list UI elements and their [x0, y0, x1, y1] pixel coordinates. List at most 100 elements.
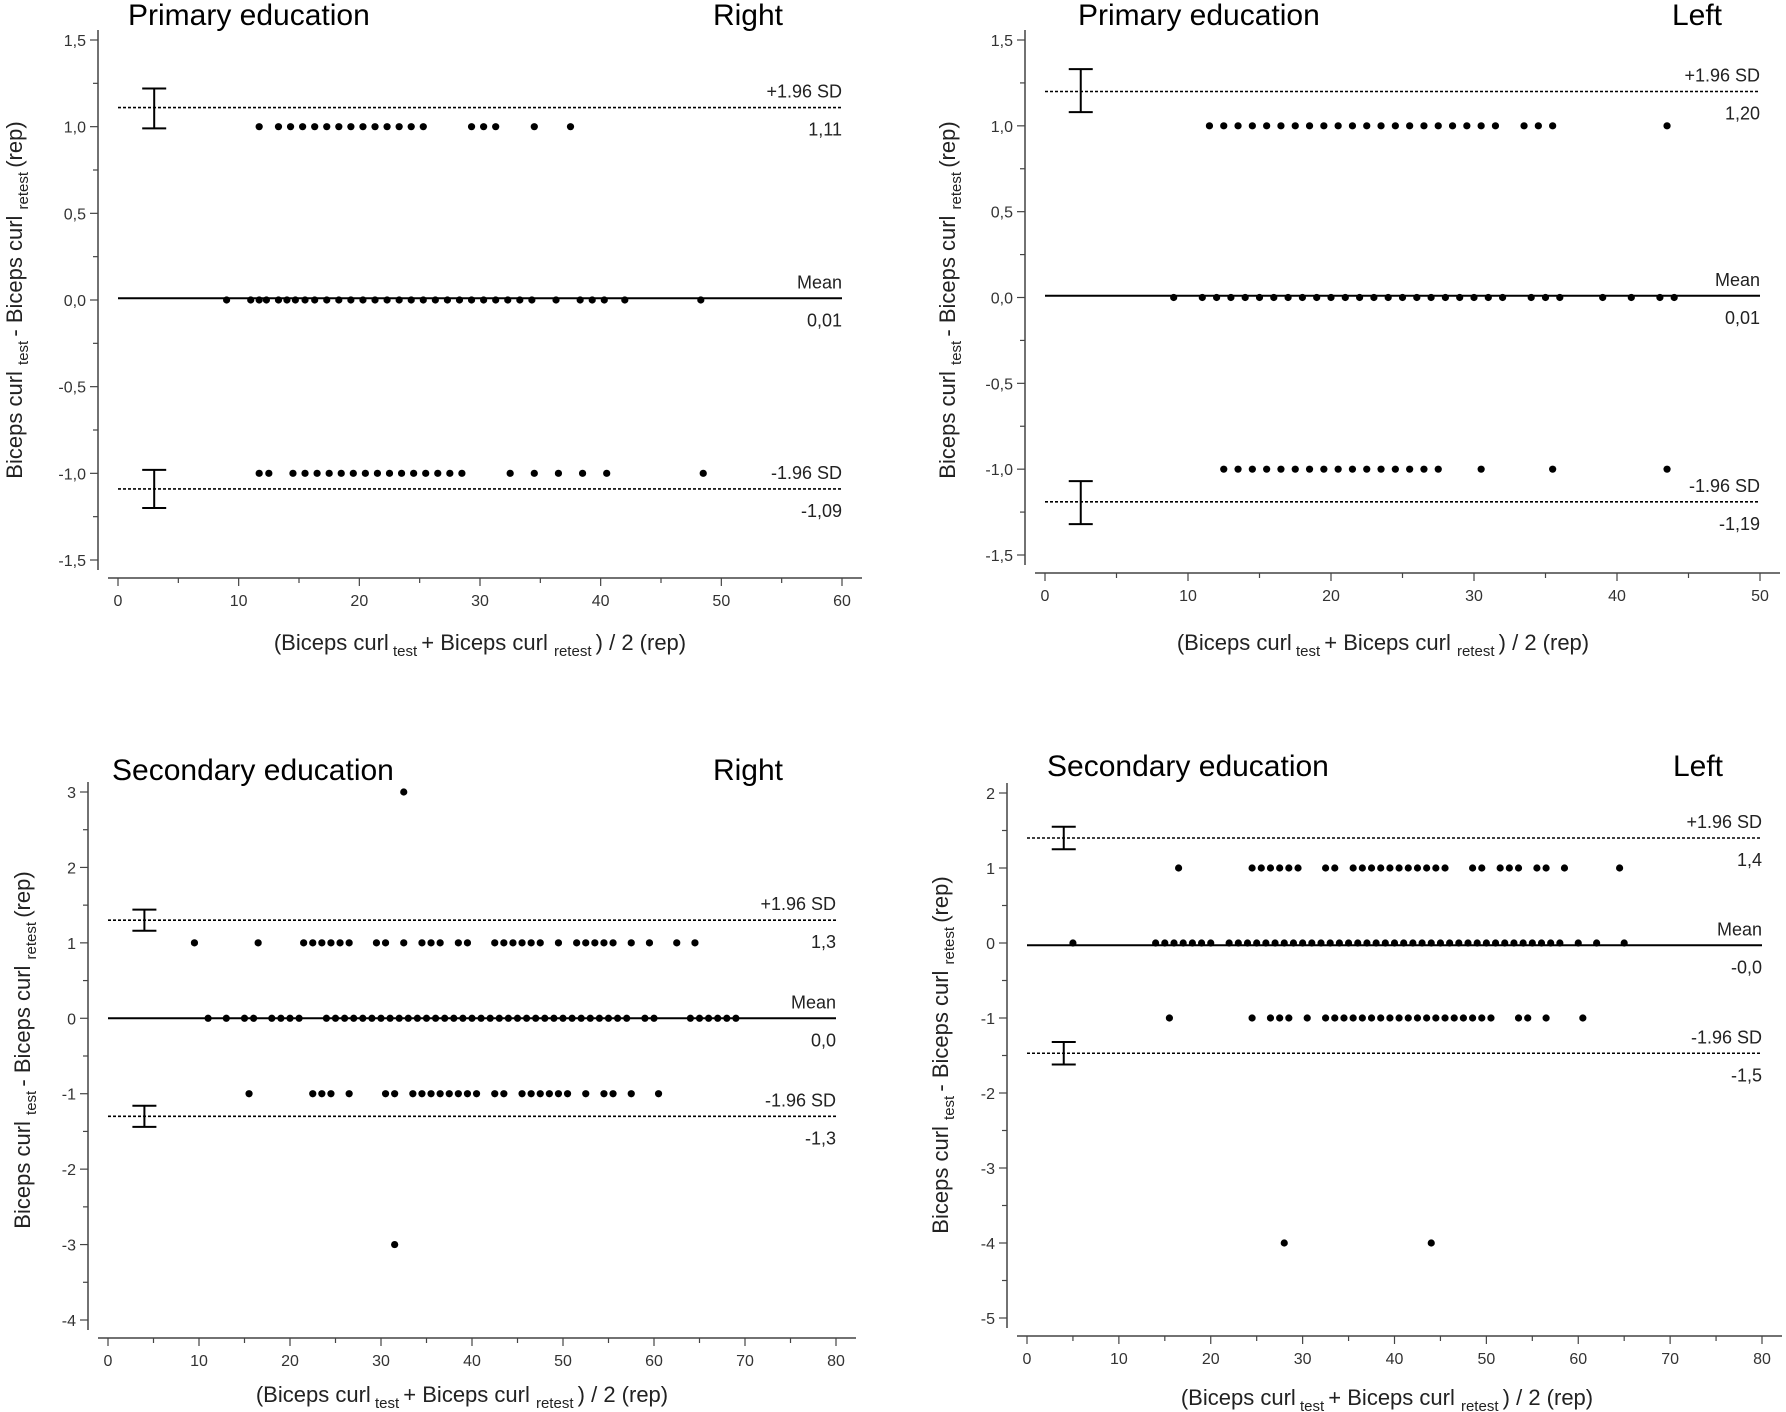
data-point	[240, 1014, 249, 1022]
data-point	[1542, 864, 1550, 872]
data-point	[422, 1014, 431, 1022]
x-tick-label: 50	[712, 593, 730, 610]
data-point	[1432, 864, 1440, 872]
data-point	[1496, 864, 1504, 872]
data-point	[373, 469, 382, 477]
data-point	[1069, 939, 1077, 947]
data-point	[530, 469, 538, 477]
data-point	[732, 1014, 740, 1022]
panel-1: Primary education Right 0 10 20 30 40 50 60 -1,5 -…	[2, 0, 862, 660]
data-point	[1197, 939, 1206, 947]
data-point	[609, 1090, 617, 1098]
data-point	[385, 469, 394, 477]
data-point	[705, 1014, 713, 1022]
data-point	[1404, 1014, 1412, 1022]
data-point	[1320, 465, 1328, 473]
data-point	[1514, 1014, 1523, 1022]
y-axis-label-sub2: retest	[941, 923, 958, 965]
data-point	[391, 1240, 399, 1249]
lower-loa-ci-bar	[142, 468, 167, 509]
data-point	[1280, 939, 1288, 947]
data-point	[301, 469, 309, 477]
data-point	[1420, 465, 1428, 473]
x-axis-label-sub1: test	[1296, 1398, 1329, 1412]
data-point	[523, 1014, 531, 1022]
panel-title: Primary education	[1078, 0, 1320, 32]
data-point	[1363, 465, 1371, 473]
data-point	[691, 939, 699, 947]
mean-label: Mean	[797, 272, 842, 292]
data-point	[1593, 939, 1601, 947]
data-point	[349, 469, 357, 477]
data-point	[467, 123, 476, 131]
data-point	[477, 1014, 485, 1022]
upper-loa-ci-bar	[1051, 825, 1076, 851]
y-tick-label: 0,5	[64, 206, 86, 223]
data-point	[1615, 864, 1624, 872]
y-tick-label: -1,0	[58, 466, 86, 483]
data-point	[443, 296, 452, 304]
y-axis-label-sub1: test	[15, 337, 32, 365]
data-point	[463, 939, 472, 947]
data-point	[554, 1090, 563, 1098]
data-point	[1161, 939, 1169, 947]
data-point	[595, 1014, 604, 1022]
data-point	[1441, 864, 1449, 872]
data-point	[318, 939, 326, 947]
data-point	[299, 123, 307, 131]
data-point	[1188, 939, 1196, 947]
data-point	[1663, 122, 1671, 130]
data-point	[407, 123, 415, 131]
data-point	[1213, 293, 1221, 302]
data-point	[1285, 1014, 1293, 1022]
data-point	[1313, 293, 1321, 302]
data-point	[1534, 122, 1542, 130]
data-point	[431, 296, 439, 304]
data-point	[1620, 939, 1628, 947]
y-tick-label: -1,0	[985, 462, 1013, 479]
data-point	[1406, 465, 1414, 473]
data-point	[627, 1090, 635, 1098]
data-point	[673, 939, 681, 947]
data-point	[1363, 122, 1371, 130]
data-point	[1331, 864, 1339, 872]
data-point	[1599, 293, 1607, 302]
x-tick-label: 80	[827, 1353, 845, 1370]
lower-loa-label: -1.96 SD	[771, 463, 842, 483]
data-point	[383, 123, 391, 131]
x-axis-label-sub2: retest	[1457, 643, 1499, 660]
data-point	[591, 939, 599, 947]
data-point	[359, 123, 367, 131]
data-point	[223, 296, 231, 304]
data-point	[300, 939, 308, 947]
y-tick-label: 0,0	[64, 293, 86, 310]
lower-loa-value: -1,19	[1719, 514, 1760, 534]
data-point	[1234, 122, 1242, 130]
data-point	[1386, 1014, 1394, 1022]
x-tick-label: 40	[1386, 1351, 1404, 1368]
data-point	[1398, 293, 1407, 302]
y-axis-label-end: (rep)	[935, 121, 960, 167]
data-point	[1170, 939, 1178, 947]
x-tick-label: 10	[230, 593, 248, 610]
data-point	[1456, 293, 1464, 302]
data-point	[1377, 1014, 1385, 1022]
data-point	[1432, 1014, 1440, 1022]
data-point	[1491, 939, 1500, 947]
data-point	[1367, 864, 1376, 872]
data-point	[504, 296, 512, 304]
data-point	[274, 296, 283, 304]
data-point	[250, 1014, 258, 1022]
data-point	[309, 1090, 317, 1098]
data-point	[576, 296, 584, 304]
data-point	[1527, 293, 1535, 302]
data-point	[1528, 939, 1536, 947]
y-tick-label: 0,5	[991, 205, 1013, 222]
data-point	[623, 1014, 631, 1022]
y-tick-label: 2	[67, 860, 76, 877]
data-point	[459, 1014, 467, 1022]
data-point	[480, 123, 488, 131]
data-point	[1257, 864, 1265, 872]
